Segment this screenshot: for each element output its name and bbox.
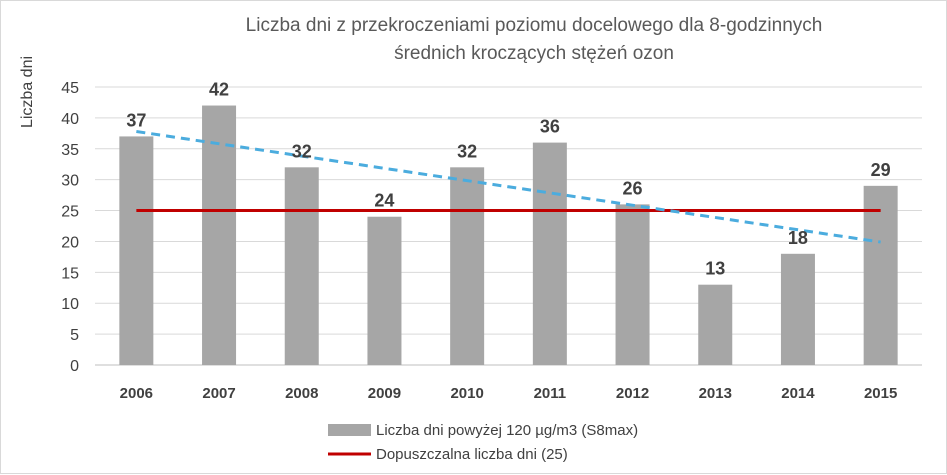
x-tick-2006: 2006: [120, 385, 153, 402]
data-label-2008: 32: [292, 141, 312, 161]
x-tick-2014: 2014: [781, 385, 815, 402]
data-label-2009: 24: [374, 191, 394, 211]
data-label-2006: 37: [126, 110, 146, 130]
y-tick-0: 0: [70, 358, 79, 375]
bars: [119, 105, 898, 366]
bar-2011: [532, 142, 567, 365]
x-tick-2007: 2007: [202, 385, 235, 402]
x-tick-2013: 2013: [699, 385, 732, 402]
y-tick-45: 45: [61, 80, 79, 97]
bar-2014: [780, 253, 815, 365]
y-axis-label: Liczba dni: [19, 56, 36, 128]
y-tick-10: 10: [61, 296, 79, 313]
legend-swatch-bars: [328, 424, 371, 436]
chart-title-line-1: Liczba dni z przekroczeniami poziomu doc…: [246, 15, 823, 36]
y-tick-40: 40: [61, 111, 79, 128]
x-tick-2010: 2010: [450, 385, 483, 402]
y-tick-35: 35: [61, 142, 79, 159]
data-label-2014: 18: [788, 228, 808, 248]
trend-line: [136, 129, 881, 244]
data-label-2012: 26: [623, 178, 643, 198]
x-tick-2009: 2009: [368, 385, 401, 402]
data-label-2011: 36: [540, 117, 560, 137]
legend: Liczba dni powyżej 120 µg/m3 (S8max) Dop…: [328, 422, 638, 463]
data-label-2015: 29: [871, 160, 891, 180]
y-tick-labels: 0 5 10 15 20 25 30 35 40 45: [61, 80, 79, 375]
bar-2015: [863, 185, 898, 365]
y-tick-5: 5: [70, 327, 79, 344]
x-tick-2011: 2011: [534, 385, 567, 402]
x-tick-2008: 2008: [285, 385, 318, 402]
legend-label-limit: Dopuszczalna liczba dni (25): [376, 446, 568, 463]
data-label-2013: 13: [705, 259, 725, 279]
legend-label-bars: Liczba dni powyżej 120 µg/m3 (S8max): [376, 422, 638, 439]
bar-2013: [698, 284, 733, 365]
y-tick-15: 15: [61, 265, 79, 282]
data-label-2010: 32: [457, 141, 477, 161]
data-label-2007: 42: [209, 80, 229, 100]
bar-2010: [450, 167, 485, 365]
x-tick-labels: 2006 2007 2008 2009 2010 2011 2012 2013 2014 2015: [120, 385, 898, 402]
y-tick-20: 20: [61, 234, 79, 251]
x-tick-2012: 2012: [616, 385, 649, 402]
y-tick-25: 25: [61, 204, 79, 221]
bar-2008: [284, 167, 319, 365]
bar-2006: [119, 136, 154, 365]
bar-2007: [202, 105, 237, 366]
trend-line-group: [136, 129, 881, 244]
x-tick-2015: 2015: [864, 385, 897, 402]
data-labels: 37 42 32 24 32 36 26 13 18 29: [126, 80, 890, 279]
bar-2012: [615, 204, 650, 365]
chart-title-line-2: średnich kroczących stężeń ozon: [394, 43, 674, 64]
y-tick-30: 30: [61, 173, 79, 190]
bar-2009: [367, 216, 402, 365]
